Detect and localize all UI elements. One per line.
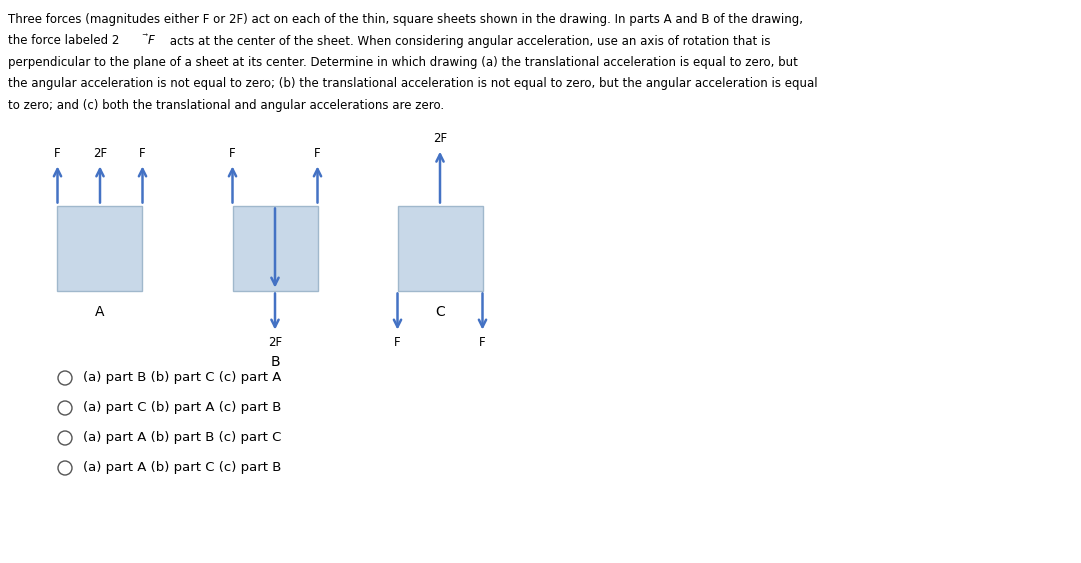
Text: F: F [139,146,146,159]
Circle shape [58,461,72,475]
Text: the force labeled 2: the force labeled 2 [8,34,123,47]
Text: perpendicular to the plane of a sheet at its center. Determine in which drawing : perpendicular to the plane of a sheet at… [8,56,798,69]
Text: Three forces (magnitudes either F or 2F) act on each of the thin, square sheets : Three forces (magnitudes either F or 2F)… [8,13,803,26]
Text: (a) part B (b) part C (c) part A: (a) part B (b) part C (c) part A [83,372,281,385]
Text: (a) part A (b) part C (c) part B: (a) part A (b) part C (c) part B [83,462,281,475]
Bar [398,205,482,291]
Text: (a) part C (b) part A (c) part B: (a) part C (b) part A (c) part B [83,401,281,414]
Text: A: A [95,306,105,319]
Text: F: F [54,146,61,159]
Bar [57,205,143,291]
Text: to zero; and (c) both the translational and angular accelerations are zero.: to zero; and (c) both the translational … [8,99,444,112]
Text: F: F [395,337,401,350]
Text: F: F [479,337,485,350]
Bar [232,205,318,291]
Text: F: F [147,34,155,47]
Text: C: C [436,306,445,319]
Text: 2F: 2F [268,337,282,350]
Text: 2F: 2F [432,132,448,145]
Text: the angular acceleration is not equal to zero; (b) the translational acceleratio: the angular acceleration is not equal to… [8,78,817,91]
Circle shape [58,401,72,415]
Text: 2F: 2F [93,146,107,159]
Circle shape [58,431,72,445]
Circle shape [58,371,72,385]
Text: (a) part A (b) part B (c) part C: (a) part A (b) part B (c) part C [83,431,281,445]
Text: F: F [229,146,236,159]
Text: B: B [270,355,280,369]
Text: F: F [315,146,321,159]
Text: acts at the center of the sheet. When considering angular acceleration, use an a: acts at the center of the sheet. When co… [166,34,771,47]
